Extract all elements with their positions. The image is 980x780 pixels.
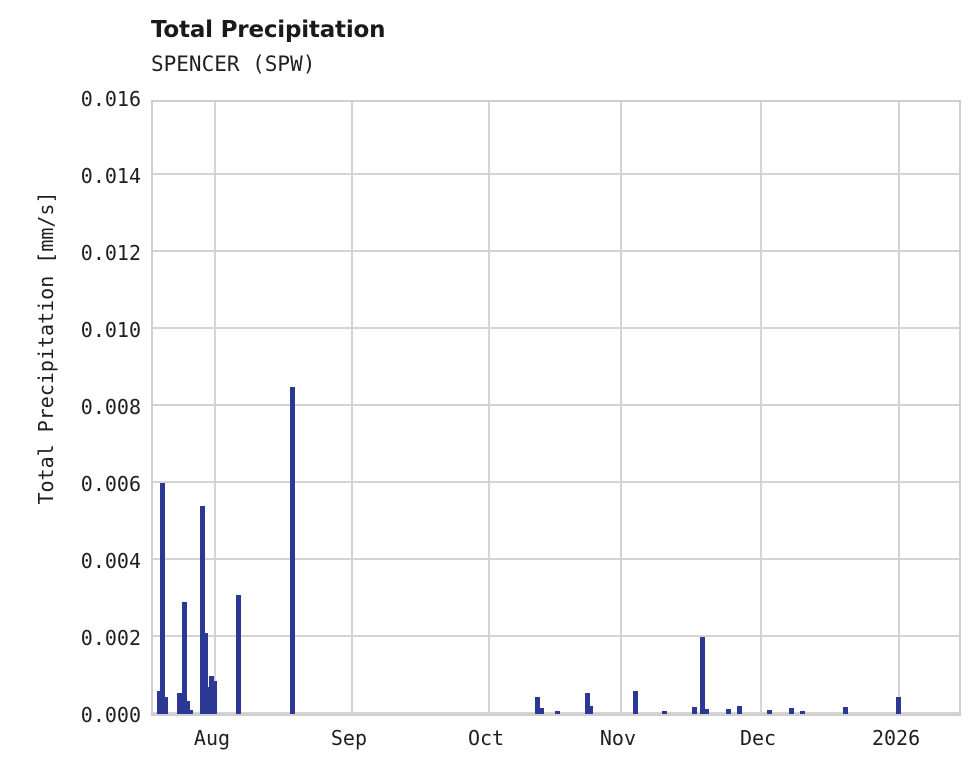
bar [289,386,295,714]
bar [235,594,241,714]
bar [555,710,561,714]
bar [584,692,590,714]
x-tick-label: Aug [193,726,231,750]
bar [842,707,848,714]
bar [662,711,668,714]
y-tick-label: 0.010 [80,318,141,342]
gridline-horizontal [153,635,959,637]
bar [160,483,166,714]
gridline-vertical [350,102,353,714]
plot-area [151,100,961,716]
bar [799,710,805,714]
gridline-vertical [213,102,216,714]
bar [535,696,541,714]
y-tick-label: 0.008 [80,395,141,419]
x-tick-label: Sep [330,726,368,750]
bar [176,692,182,714]
bar [691,707,697,714]
gridline-horizontal [153,558,959,560]
bar [737,705,743,714]
bar [587,706,593,714]
bar [700,637,706,714]
bar [187,710,193,714]
y-tick-label: 0.004 [80,549,141,573]
y-tick-label: 0.002 [80,626,141,650]
bar [538,708,544,714]
y-axis-label: Total Precipitation [mm/s] [34,191,58,505]
y-tick-label: 0.000 [80,703,141,727]
y-tick-label: 0.014 [80,164,141,188]
gridline-vertical [619,102,622,714]
gridline-vertical [898,102,901,714]
bar [202,633,208,714]
bar [199,506,205,714]
y-tick-label: 0.006 [80,472,141,496]
bar [163,696,169,714]
bar [209,675,215,714]
gridline-vertical [488,102,491,714]
bar [726,709,732,714]
bar [767,709,772,714]
gridline-horizontal [153,404,959,406]
gridline-horizontal [153,173,959,175]
x-tick-label: Oct [467,726,505,750]
y-tick-label: 0.012 [80,241,141,265]
x-axis-tick-labels: Aug Sep Oct Nov Dec 2026 [151,726,961,766]
bar [156,690,162,714]
bar [184,700,190,714]
gridline-vertical [760,102,762,714]
gridline-horizontal [153,250,959,252]
x-tick-label: Dec [739,726,777,750]
x-tick-label: 2026 [871,726,921,750]
gridline-horizontal [153,327,959,329]
bar [181,602,187,714]
bar [633,690,639,714]
bar [206,687,212,714]
chart-subtitle: SPENCER (SPW) [151,52,316,76]
y-tick-label: 0.016 [80,87,141,111]
bar [212,681,218,714]
x-tick-label: Nov [599,726,637,750]
gridline-horizontal [153,481,959,483]
y-axis-tick-labels: 0.000 0.002 0.004 0.006 0.008 0.010 0.012 0.014… [0,87,141,727]
bar [896,696,902,714]
chart-title: Total Precipitation [151,17,386,43]
bar [703,709,709,714]
bar [789,707,795,714]
